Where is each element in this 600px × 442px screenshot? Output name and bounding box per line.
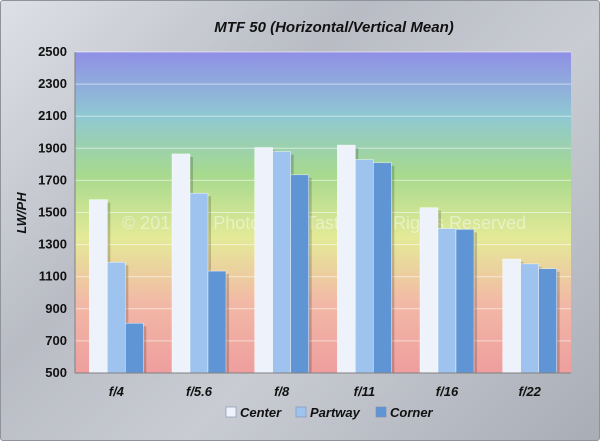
legend-label-center: Center — [240, 405, 282, 420]
x-tick-label: f/16 — [436, 384, 459, 399]
y-tick-label: 1100 — [39, 269, 67, 284]
y-tick-label: 1500 — [38, 205, 67, 220]
bar-center-f8 — [254, 147, 273, 374]
bar-center-f22 — [502, 258, 521, 374]
bar-corner-f11 — [373, 162, 392, 374]
y-tick-label: 2500 — [38, 44, 67, 59]
x-tick-label: f/4 — [109, 384, 125, 399]
legend: Center Partway Corner — [225, 405, 434, 420]
y-tick-label: 1300 — [38, 237, 67, 252]
bar-center-f16 — [419, 207, 439, 374]
x-tick-label: f/8 — [274, 384, 290, 399]
y-tick-label: 700 — [45, 333, 67, 348]
legend-swatch-corner — [375, 406, 387, 418]
bars — [89, 144, 560, 374]
bar-partway-f22 — [520, 263, 539, 374]
y-tick-label: 1700 — [38, 172, 67, 187]
bar-partway-f4 — [107, 261, 126, 374]
y-tick-label: 2100 — [38, 108, 67, 123]
x-tick-label: f/22 — [518, 384, 541, 399]
bar-center-f11 — [337, 144, 356, 374]
y-tick-label: 1900 — [38, 140, 67, 155]
y-axis-ticks: 500 700 900 1100 1300 1500 1700 1900 2100 2300 250… — [38, 44, 67, 380]
bar-partway-f56 — [189, 192, 209, 374]
legend-label-corner: Corner — [390, 405, 434, 420]
y-tick-label: 900 — [45, 301, 67, 316]
legend-label-partway: Partway — [310, 405, 361, 420]
chart-title: MTF 50 (Horizontal/Vertical Mean) — [214, 19, 453, 36]
bar-partway-f16 — [437, 228, 457, 374]
legend-swatch-center — [225, 406, 237, 418]
bar-corner-f22 — [538, 268, 557, 374]
bar-corner-f4 — [125, 322, 144, 374]
bar-corner-f8 — [290, 174, 309, 374]
bar-center-f4 — [89, 199, 108, 374]
x-tick-label: f/11 — [354, 384, 375, 399]
x-tick-label: f/5.6 — [186, 384, 213, 399]
bar-partway-f8 — [272, 151, 291, 374]
bar-center-f56 — [171, 153, 191, 374]
y-tick-label: 2300 — [38, 76, 67, 91]
bar-corner-f16 — [455, 229, 475, 374]
bar-corner-f56 — [207, 270, 227, 374]
x-axis-ticks: f/4 f/5.6 f/8 f/11 f/16 f/22 — [109, 384, 542, 399]
legend-swatch-partway — [295, 406, 307, 418]
y-axis-label: LW/PH — [14, 192, 29, 234]
gridlines — [75, 51, 571, 342]
bar-partway-f11 — [355, 159, 374, 374]
y-tick-label: 500 — [45, 365, 67, 380]
